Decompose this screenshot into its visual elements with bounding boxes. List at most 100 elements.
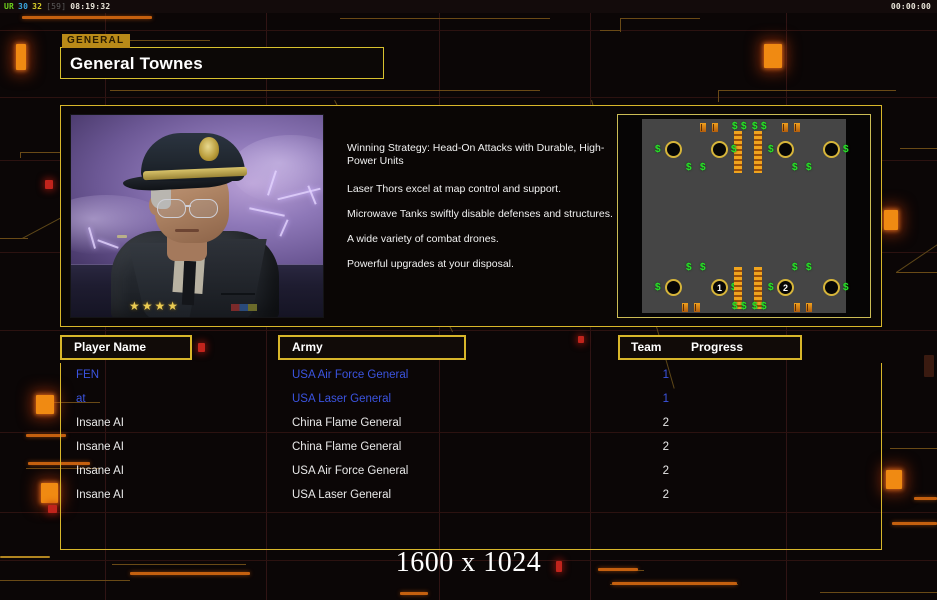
oil-derrick-icon	[794, 123, 800, 132]
start-position[interactable]	[777, 141, 794, 158]
column-header-team-progress[interactable]: Team Progress	[618, 335, 802, 360]
player-team[interactable]: 2	[662, 465, 669, 477]
general-figure: ★★★★	[71, 115, 323, 317]
oil-derrick-icon	[782, 123, 788, 132]
player-team[interactable]: 1	[662, 369, 669, 381]
oil-derrick-icon	[794, 303, 800, 312]
supply-marker: $	[731, 283, 737, 293]
supply-marker: $	[686, 162, 692, 173]
supply-marker: $	[686, 262, 692, 273]
oil-derrick-icon	[682, 303, 688, 312]
general-name: General Townes	[70, 54, 203, 73]
player-list-panel	[60, 363, 882, 550]
column-header-army-label: Army	[292, 340, 323, 354]
table-row[interactable]: FEN USA Air Force General 1	[60, 363, 882, 387]
supply-tower-icon	[754, 131, 762, 173]
strategy-line-3: A wide variety of combat drones.	[347, 233, 499, 245]
player-army[interactable]: USA Laser General	[292, 489, 392, 501]
supply-marker: $	[768, 144, 774, 155]
supply-marker: $	[792, 262, 798, 273]
start-position[interactable]	[665, 141, 682, 158]
player-team[interactable]: 2	[662, 441, 669, 453]
start-position-1[interactable]: 1	[711, 279, 728, 296]
strategy-line-0: Winning Strategy: Head-On Attacks with D…	[347, 142, 605, 167]
supply-marker: $	[806, 262, 812, 273]
general-name-box: General Townes	[60, 47, 384, 79]
supply-marker: $	[741, 301, 747, 312]
player-name: Insane AI	[76, 489, 124, 501]
general-portrait: ★★★★	[70, 114, 324, 318]
supply-marker: $	[700, 162, 706, 173]
supply-marker: $	[655, 282, 661, 293]
start-position[interactable]	[823, 279, 840, 296]
player-team[interactable]: 2	[662, 489, 669, 501]
table-row[interactable]: Insane AI China Flame General 2	[60, 435, 882, 459]
resolution-label: 1600 x 1024	[395, 547, 542, 578]
supply-marker: $	[741, 121, 747, 132]
column-header-player-name-label: Player Name	[74, 340, 147, 354]
general-info-panel: ★★★★ Winning Strategy: Head-On Attacks w…	[60, 105, 882, 327]
map-preview-canvas[interactable]: $ $ $ $ $ $ $ $ $ $ $ $ $ $ $	[642, 119, 849, 313]
supply-marker: $	[768, 282, 774, 293]
table-row[interactable]: at USA Laser General 1	[60, 387, 882, 411]
supply-tower-icon	[734, 131, 742, 173]
column-header-progress-label: Progress	[691, 340, 744, 354]
strategy-line-4: Powerful upgrades at your disposal.	[347, 258, 514, 270]
debug-clock: 08:19:32	[70, 2, 111, 11]
player-list: FEN USA Air Force General 1 at USA Laser…	[60, 363, 882, 507]
game-timer: 00:00:00	[890, 2, 931, 11]
supply-marker: $	[806, 162, 812, 173]
debug-status-bar: UR 30 32 [59] 08:19:32 00:00:00	[0, 0, 937, 13]
player-army[interactable]: China Flame General	[292, 441, 402, 453]
supply-tower-icon	[734, 267, 742, 309]
supply-marker: $	[731, 144, 737, 155]
start-position[interactable]	[665, 279, 682, 296]
debug-value-bracket: [59]	[46, 2, 67, 11]
supply-tower-icon	[754, 267, 762, 309]
player-name: at	[76, 393, 86, 405]
strategy-description: Winning Strategy: Head-On Attacks with D…	[347, 142, 625, 283]
supply-marker: $	[732, 121, 738, 132]
player-army[interactable]: China Flame General	[292, 417, 402, 429]
table-row[interactable]: Insane AI USA Air Force General 2	[60, 459, 882, 483]
general-tag-label: GENERAL	[62, 34, 131, 48]
player-name: Insane AI	[76, 465, 124, 477]
strategy-line-1: Laser Thors excel at map control and sup…	[347, 183, 562, 195]
column-header-player-name[interactable]: Player Name	[60, 335, 192, 360]
player-army[interactable]: USA Air Force General	[292, 369, 409, 381]
debug-value-a: 30	[18, 2, 29, 11]
player-team[interactable]: 2	[662, 417, 669, 429]
supply-marker: $	[655, 144, 661, 155]
player-progress	[696, 391, 868, 406]
map-preview[interactable]: $ $ $ $ $ $ $ $ $ $ $ $ $ $ $	[617, 114, 871, 318]
debug-stats: UR 30 32 [59] 08:19:32	[2, 0, 112, 13]
oil-derrick-icon	[694, 303, 700, 312]
debug-value-b: 32	[32, 2, 43, 11]
oil-derrick-icon	[806, 303, 812, 312]
player-army[interactable]: USA Air Force General	[292, 465, 409, 477]
supply-marker: $	[732, 301, 738, 312]
table-row[interactable]: Insane AI China Flame General 2	[60, 411, 882, 435]
supply-marker: $	[792, 162, 798, 173]
player-team[interactable]: 1	[662, 393, 669, 405]
oil-derrick-icon	[712, 123, 718, 132]
player-name: Insane AI	[76, 417, 124, 429]
column-header-army[interactable]: Army	[278, 335, 466, 360]
player-name: Insane AI	[76, 441, 124, 453]
oil-derrick-icon	[700, 123, 706, 132]
start-position[interactable]	[711, 141, 728, 158]
supply-marker: $	[761, 121, 767, 132]
player-army[interactable]: USA Laser General	[292, 393, 392, 405]
player-name: FEN	[76, 369, 99, 381]
supply-marker: $	[843, 144, 849, 155]
start-position-2[interactable]: 2	[777, 279, 794, 296]
strategy-line-2: Microwave Tanks swiftly disable defenses…	[347, 208, 613, 220]
supply-marker: $	[700, 262, 706, 273]
supply-marker: $	[752, 301, 758, 312]
column-header-team-label: Team	[631, 340, 662, 354]
table-row[interactable]: Insane AI USA Laser General 2	[60, 483, 882, 507]
start-position[interactable]	[823, 141, 840, 158]
supply-marker: $	[843, 282, 849, 293]
debug-ur-label: UR	[4, 2, 15, 11]
